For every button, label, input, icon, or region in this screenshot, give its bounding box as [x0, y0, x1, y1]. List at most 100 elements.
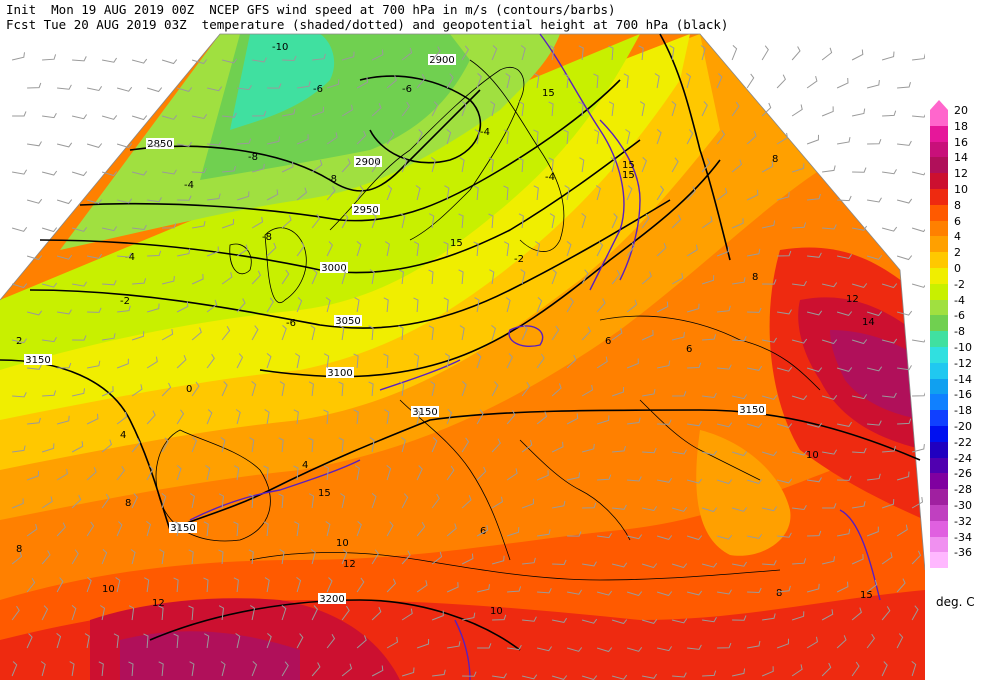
legend-swatch [930, 141, 948, 158]
wind-barb [548, 157, 554, 173]
wind-barb [866, 579, 878, 593]
wind-barb [191, 114, 208, 120]
wind-barb [731, 45, 738, 61]
wind-barb [101, 115, 118, 120]
wind-barb [896, 471, 910, 481]
wind-barb [84, 633, 90, 649]
wind-barb [521, 439, 533, 453]
wind-barb [384, 241, 390, 257]
wind-barb [581, 443, 595, 453]
wind-barb [642, 389, 656, 397]
wind-barb [444, 185, 450, 201]
wind-barb [821, 106, 834, 117]
wind-barb [551, 441, 564, 453]
height-label: 3150 [739, 405, 764, 416]
wind-barb [911, 497, 924, 509]
wind-barb [821, 662, 832, 677]
wind-barb [594, 129, 600, 145]
wind-barb [386, 578, 397, 593]
wind-barb [896, 524, 908, 537]
wind-barbs [11, 45, 925, 680]
wind-barb [383, 353, 389, 369]
wind-barb [506, 410, 516, 425]
wind-barb [100, 605, 106, 621]
wind-barb [281, 269, 290, 285]
wind-barb [267, 83, 282, 89]
wind-barb [881, 499, 895, 509]
wind-barb [57, 84, 72, 90]
temp-label: 10 [806, 450, 819, 461]
wind-barb [806, 367, 823, 373]
wind-barb [611, 270, 621, 285]
height-labels: 2850 2900 2900 2950 3000 3050 3100 3150 … [24, 54, 766, 605]
wind-barb [310, 325, 316, 341]
wind-barb [911, 444, 925, 453]
wind-barb [266, 242, 277, 257]
wind-barb [686, 303, 700, 313]
init-line: Init Mon 19 AUG 2019 00Z NCEP GFS wind s… [6, 2, 616, 17]
wind-barb [338, 437, 344, 453]
wind-barb [26, 198, 43, 204]
wind-barb [236, 298, 246, 313]
wind-barb [446, 582, 459, 593]
legend-label: -18 [954, 404, 972, 418]
wind-barb [491, 555, 505, 565]
wind-barb [431, 437, 438, 453]
wind-barb [266, 136, 281, 145]
wind-barb [867, 197, 882, 203]
wind-barb [251, 325, 259, 341]
wind-barb [701, 158, 711, 173]
wind-barb [131, 331, 145, 341]
legend-label: -12 [954, 356, 972, 370]
wind-barb [234, 465, 240, 481]
wind-barb [264, 409, 270, 425]
legend-label: 10 [954, 183, 968, 196]
wind-barb [71, 441, 84, 453]
wind-barb [596, 647, 613, 653]
wind-barb [11, 52, 25, 61]
wind-barb [311, 159, 323, 173]
wind-barb [308, 381, 314, 397]
legend-swatch [930, 125, 948, 142]
wind-barb [341, 663, 353, 677]
legend-swatch [930, 378, 948, 395]
wind-barb [866, 633, 876, 649]
wind-barb [641, 157, 647, 173]
wind-barb [462, 612, 476, 621]
wind-barb [116, 358, 129, 369]
temp-label: 12 [846, 294, 859, 305]
wind-barb [506, 353, 513, 369]
wind-barb [792, 280, 807, 287]
legend-label: -26 [954, 467, 972, 481]
wind-barb [581, 618, 598, 624]
wind-barb [852, 225, 868, 231]
wind-barb [27, 141, 42, 147]
wind-barb [41, 550, 51, 565]
wind-barb [672, 391, 687, 397]
wind-barb [144, 577, 150, 593]
wind-barb [221, 218, 235, 229]
wind-barb [732, 615, 747, 621]
wind-barb [806, 583, 820, 593]
wind-barb [746, 131, 757, 145]
wind-barb [416, 638, 430, 649]
wind-barb [386, 465, 392, 481]
wind-barb [86, 577, 92, 593]
wind-barb [221, 326, 231, 341]
height-label: 2850 [147, 139, 172, 150]
wind-barb [566, 241, 572, 257]
wind-barb [161, 59, 178, 65]
wind-barb [191, 437, 197, 453]
wind-barb [161, 382, 172, 397]
wind-barb [26, 578, 36, 593]
wind-barb [266, 353, 272, 369]
wind-barb [279, 549, 285, 565]
wind-barb [776, 366, 793, 372]
wind-barb [116, 465, 126, 481]
wind-barb [236, 244, 248, 257]
wind-barb [71, 549, 79, 565]
legend-units: deg. C [936, 595, 975, 609]
temp-label: 10 [490, 606, 503, 617]
wind-barb [896, 633, 904, 649]
wind-barb [491, 325, 496, 341]
